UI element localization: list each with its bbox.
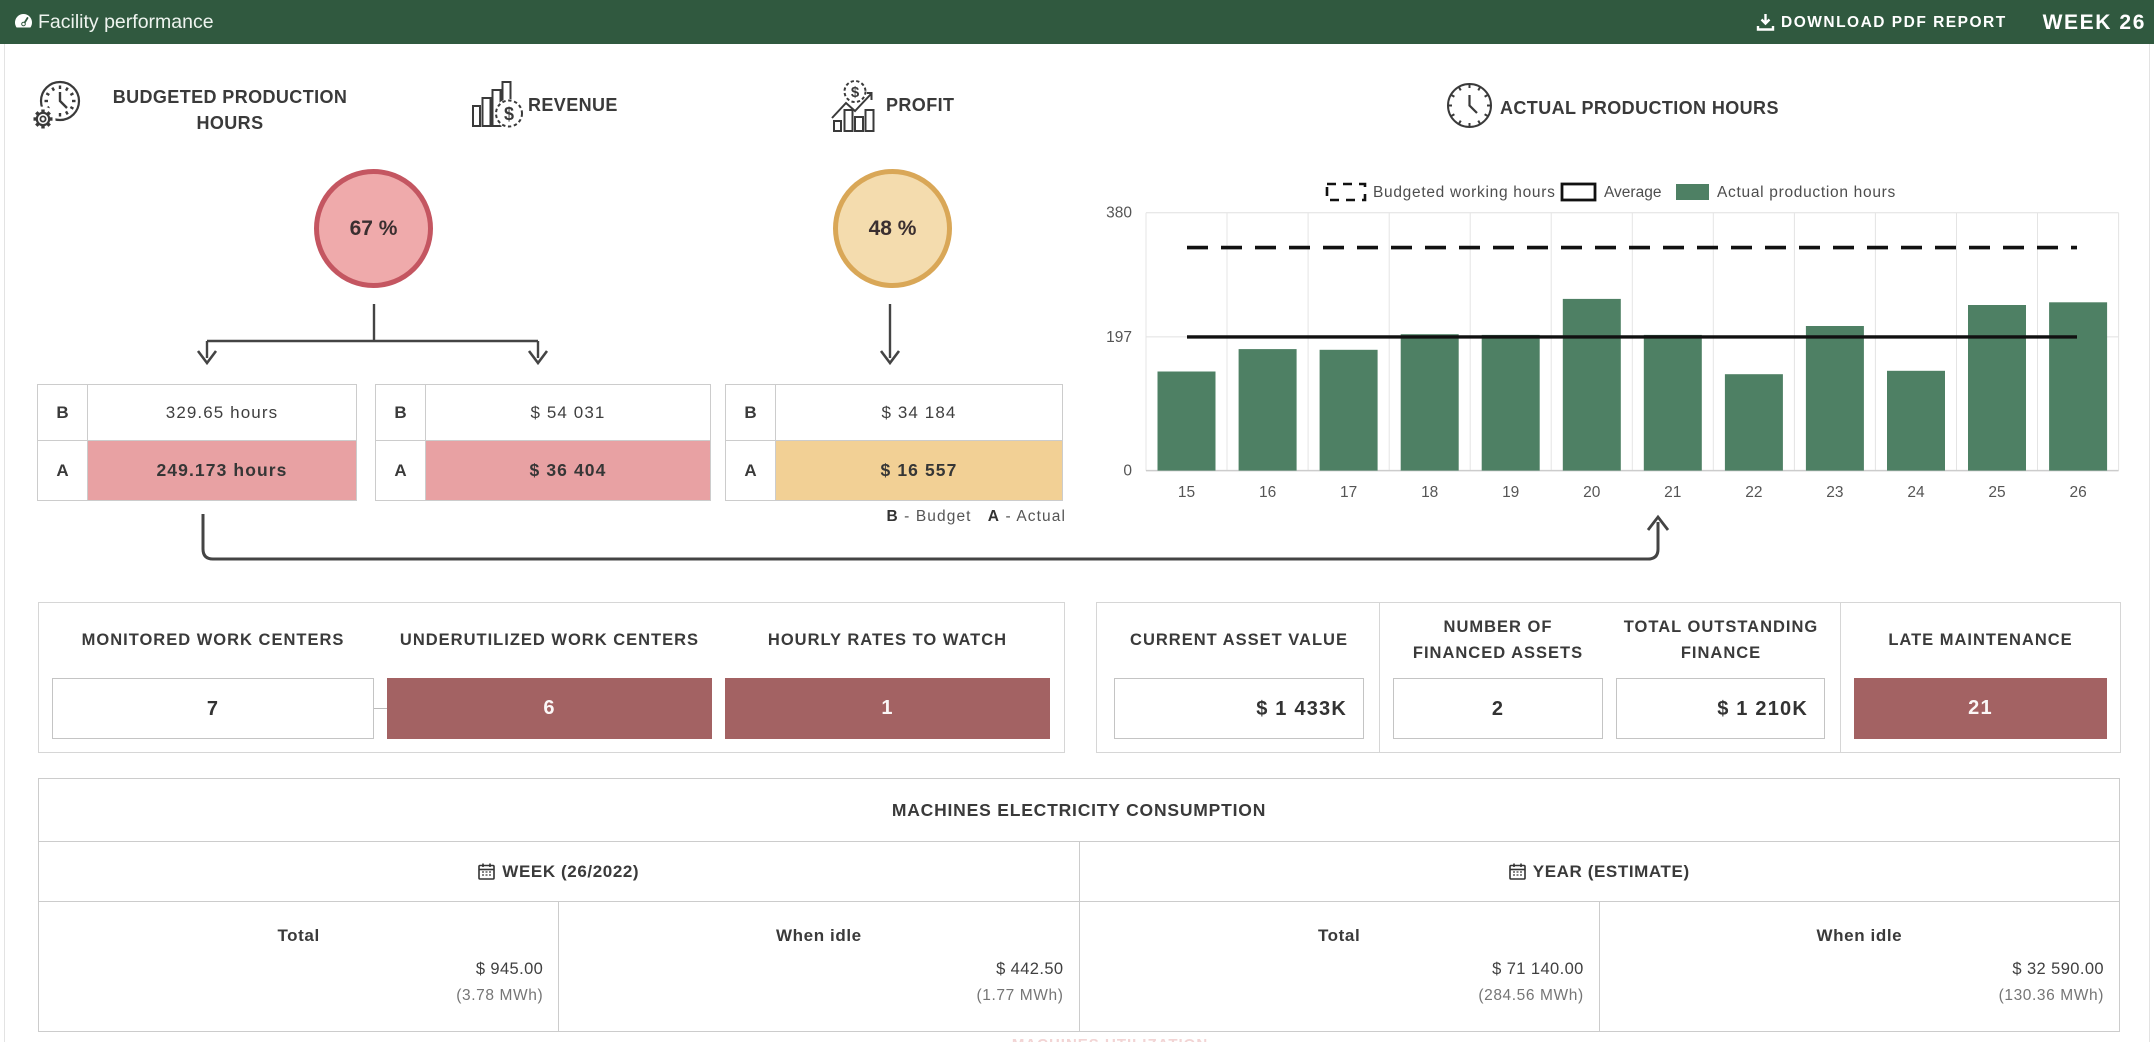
svg-text:21: 21	[1664, 484, 1681, 501]
svg-text:15: 15	[1178, 484, 1195, 501]
svg-text:18: 18	[1421, 484, 1438, 501]
svg-text:Actual production hours: Actual production hours	[1717, 184, 1896, 201]
svg-text:Average: Average	[1604, 184, 1661, 201]
svg-text:$: $	[504, 104, 514, 124]
svg-text:17: 17	[1340, 484, 1357, 501]
svg-text:$: $	[851, 84, 860, 101]
svg-text:Budgeted working hours: Budgeted working hours	[1373, 184, 1556, 201]
svg-text:25: 25	[1988, 484, 2005, 501]
svg-text:197: 197	[1106, 329, 1132, 346]
svg-text:380: 380	[1106, 205, 1132, 222]
svg-text:24: 24	[1907, 484, 1925, 501]
svg-text:22: 22	[1745, 484, 1762, 501]
svg-text:20: 20	[1583, 484, 1601, 501]
svg-text:26: 26	[2069, 484, 2086, 501]
svg-text:23: 23	[1826, 484, 1843, 501]
svg-text:19: 19	[1502, 484, 1519, 501]
svg-text:16: 16	[1259, 484, 1276, 501]
svg-text:0: 0	[1123, 463, 1132, 480]
